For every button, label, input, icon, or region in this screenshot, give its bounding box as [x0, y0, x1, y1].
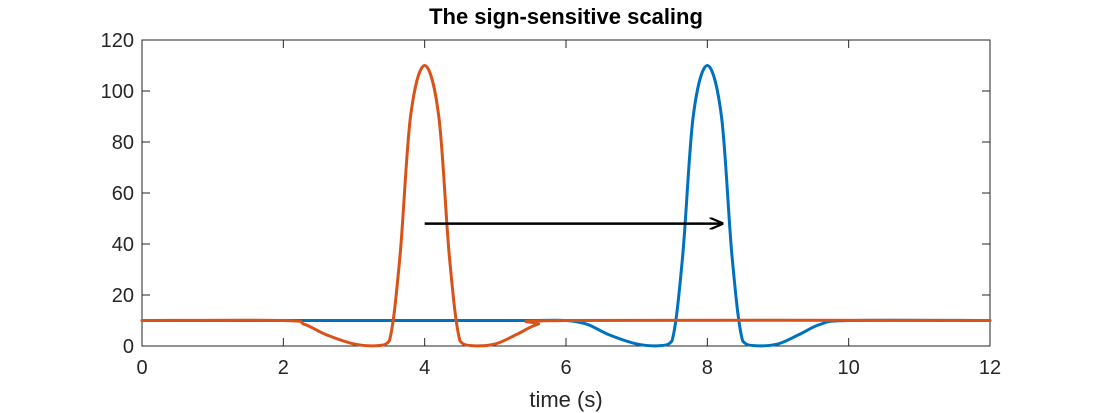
x-tick-label: 2	[278, 357, 289, 379]
series-line-2	[140, 64, 992, 348]
x-axis-label: time (s)	[529, 387, 602, 412]
x-tick-label: 12	[979, 357, 1001, 379]
plot-area-frame	[141, 39, 991, 347]
x-tick-label: 4	[419, 357, 430, 379]
x-tick-label: 8	[702, 357, 713, 379]
y-tick-label: 60	[112, 183, 134, 205]
y-tick-label: 100	[101, 81, 134, 103]
series-line-1	[140, 64, 992, 348]
y-tick-label: 0	[123, 336, 134, 358]
chart-title: The sign-sensitive scaling	[429, 4, 703, 29]
y-tick-label: 80	[112, 132, 134, 154]
series-layer	[140, 64, 992, 348]
x-tick-label: 10	[838, 357, 860, 379]
y-tick-label: 120	[101, 30, 134, 52]
y-tick-label: 20	[112, 285, 134, 307]
x-axis: 0 2 4 6 8 10 12	[136, 40, 1001, 379]
x-tick-label: 6	[560, 357, 571, 379]
x-tick-label: 0	[136, 357, 147, 379]
y-tick-label: 40	[112, 234, 134, 256]
y-axis: 0 20 40 60 80 100 120	[101, 30, 990, 358]
